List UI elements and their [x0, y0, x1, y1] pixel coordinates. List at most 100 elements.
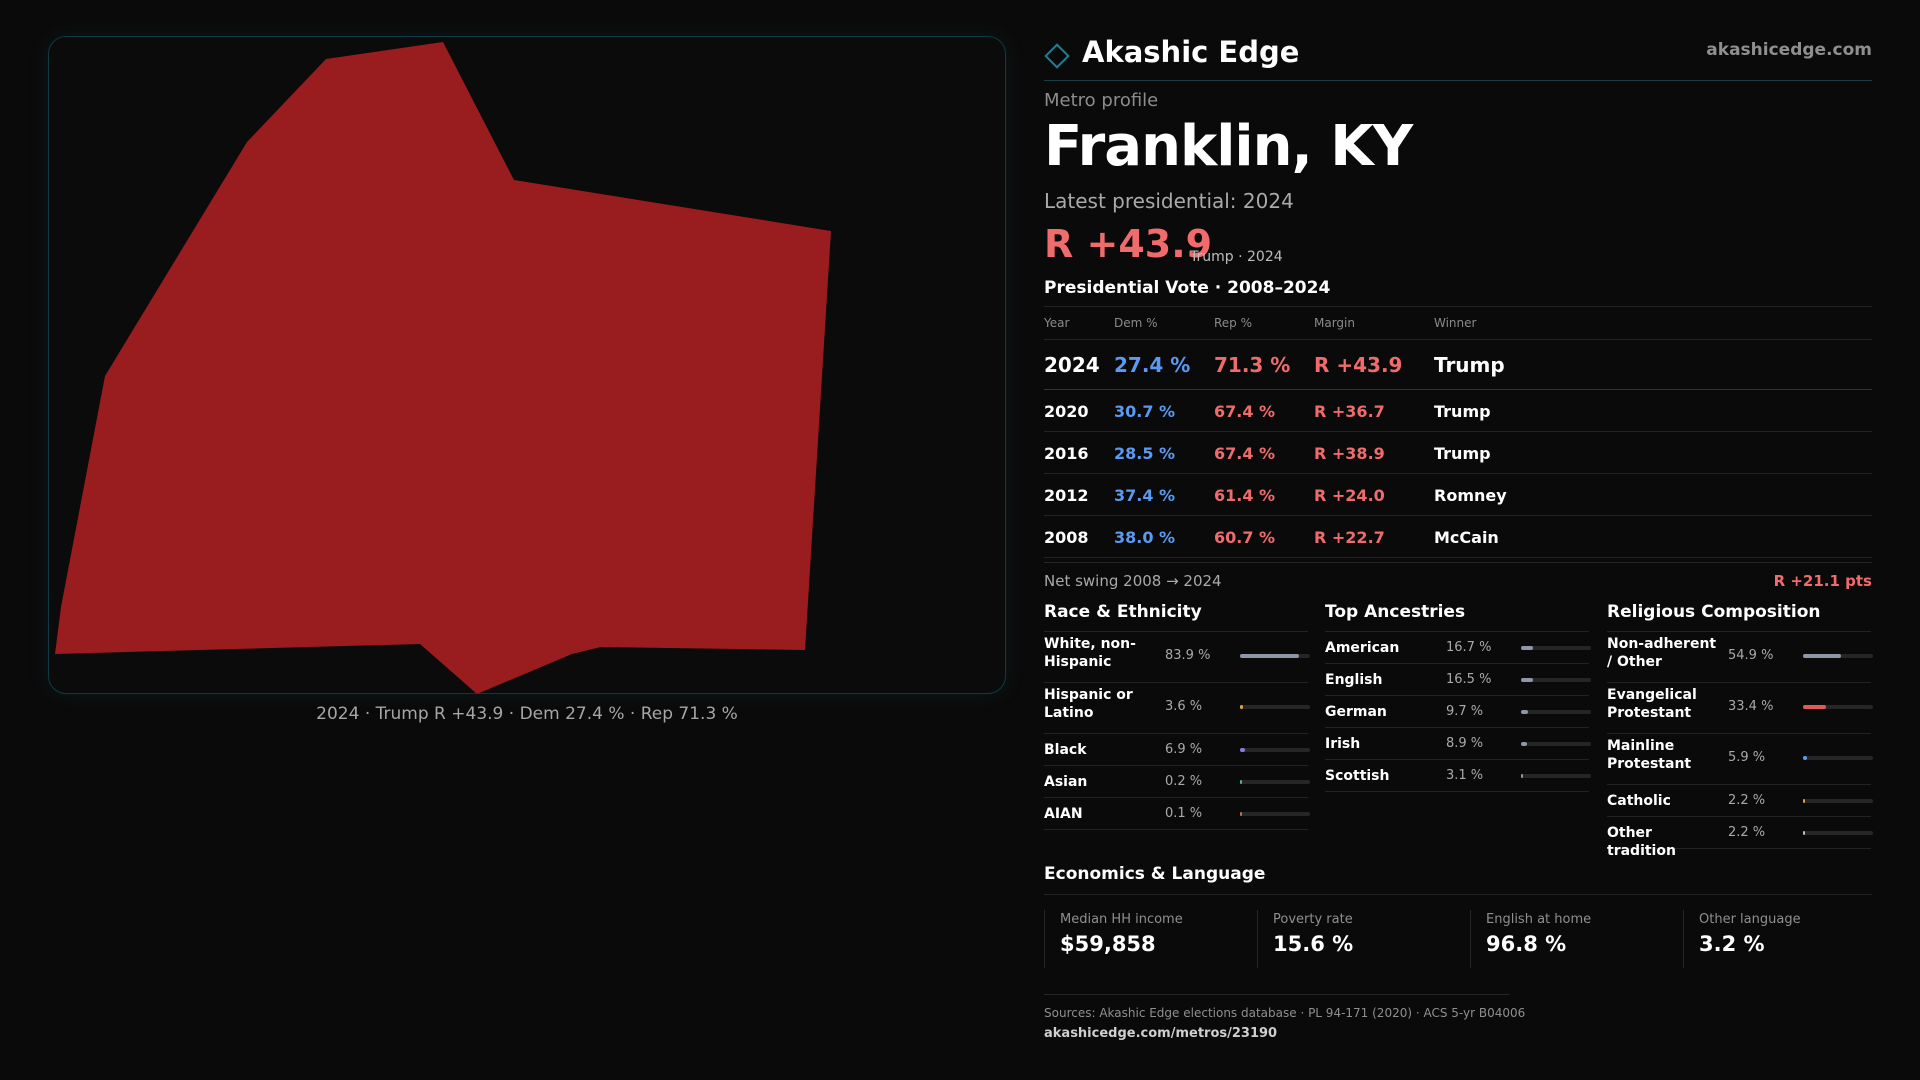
item-bar-fill — [1521, 678, 1533, 682]
stat-card: English at home 96.8 % — [1470, 910, 1660, 968]
item-label: Hispanic or Latino — [1044, 687, 1133, 721]
item-bar-fill — [1803, 831, 1805, 835]
list-item: Asian 0.2 % — [1044, 766, 1310, 798]
race-section: Race & Ethnicity White, non-Hispanic 83.… — [1044, 602, 1310, 830]
item-bar-fill — [1521, 774, 1523, 778]
list-item: White, non-Hispanic 83.9 % — [1044, 632, 1310, 683]
row-margin: R +24.0 — [1314, 486, 1385, 505]
row-winner: Trump — [1434, 444, 1491, 463]
row-rep: 67.4 % — [1214, 402, 1276, 421]
item-value: 54.9 % — [1728, 648, 1774, 663]
page-kicker: Metro profile — [1044, 90, 1159, 111]
list-item: Scottish 3.1 % — [1325, 760, 1591, 792]
economics-title: Economics & Language — [1044, 864, 1266, 884]
latest-margin: R +43.9 — [1044, 222, 1213, 266]
sources-note: Sources: Akashic Edge elections database… — [1044, 1006, 1526, 1020]
item-bar-fill — [1240, 780, 1242, 784]
item-value: 3.6 % — [1165, 699, 1203, 714]
item-value: 2.2 % — [1728, 825, 1766, 840]
row-winner: Romney — [1434, 486, 1507, 505]
item-value: 83.9 % — [1165, 648, 1211, 663]
item-label: AIAN — [1044, 806, 1083, 822]
county-map-svg — [55, 42, 831, 694]
item-value: 33.4 % — [1728, 699, 1774, 714]
item-bar-fill — [1240, 654, 1299, 658]
stat-card: Other language 3.2 % — [1683, 910, 1873, 968]
item-value: 16.5 % — [1446, 672, 1492, 687]
item-value: 5.9 % — [1728, 750, 1766, 765]
economics-divider — [1044, 894, 1872, 895]
list-item: German 9.7 % — [1325, 696, 1591, 728]
list-item: Catholic 2.2 % — [1607, 785, 1873, 817]
item-bar-fill — [1521, 646, 1533, 650]
item-label: English — [1325, 672, 1383, 688]
item-bar — [1803, 705, 1873, 709]
stat-label: English at home — [1486, 912, 1592, 927]
row-margin: R +22.7 — [1314, 528, 1385, 547]
county-shape[interactable] — [55, 42, 831, 694]
item-bar — [1803, 799, 1873, 803]
stat-label: Poverty rate — [1273, 912, 1353, 927]
ancestry-title: Top Ancestries — [1325, 602, 1589, 632]
stat-value: 15.6 % — [1273, 932, 1354, 956]
header-margin: Margin — [1314, 316, 1355, 330]
table-row: 2020 30.7 % 67.4 % R +36.7 Trump — [1044, 390, 1872, 432]
list-item: Non-adherent / Other 54.9 % — [1607, 632, 1873, 683]
item-bar — [1240, 780, 1310, 784]
row-rep: 67.4 % — [1214, 444, 1276, 463]
table-row: 2008 38.0 % 60.7 % R +22.7 McCain — [1044, 516, 1872, 558]
profile-panel: Akashic Edge akashicedge.com Metro profi… — [1044, 0, 1873, 1080]
table-row: 2016 28.5 % 67.4 % R +38.9 Trump — [1044, 432, 1872, 474]
item-value: 2.2 % — [1728, 793, 1766, 808]
map-caption: 2024 · Trump R +43.9 · Dem 27.4 % · Rep … — [316, 704, 738, 724]
swing-divider — [1044, 562, 1872, 563]
item-value: 0.1 % — [1165, 806, 1203, 821]
item-bar — [1521, 742, 1591, 746]
list-item: Evangelical Protestant 33.4 % — [1607, 683, 1873, 734]
item-label: Scottish — [1325, 768, 1390, 784]
item-value: 6.9 % — [1165, 742, 1203, 757]
item-bar-fill — [1803, 799, 1805, 803]
latest-sub: Trump · 2024 — [1190, 249, 1283, 265]
row-winner: McCain — [1434, 528, 1499, 547]
item-value: 9.7 % — [1446, 704, 1484, 719]
list-item: Other tradition 2.2 % — [1607, 817, 1873, 859]
item-label: Black — [1044, 742, 1087, 758]
stat-value: 3.2 % — [1699, 932, 1765, 956]
header-winner: Winner — [1434, 316, 1477, 330]
row-dem: 28.5 % — [1114, 444, 1176, 463]
item-bar-fill — [1521, 742, 1527, 746]
item-label: White, non-Hispanic — [1044, 636, 1136, 670]
item-label: Mainline Protestant — [1607, 738, 1692, 772]
item-bar — [1240, 748, 1310, 752]
item-value: 16.7 % — [1446, 640, 1492, 655]
brand[interactable]: Akashic Edge — [1044, 32, 1299, 72]
list-item: American 16.7 % — [1325, 632, 1591, 664]
row-dem: 37.4 % — [1114, 486, 1176, 505]
row-year: 2020 — [1044, 402, 1089, 421]
list-item: Hispanic or Latino 3.6 % — [1044, 683, 1310, 734]
item-bar-fill — [1521, 710, 1528, 714]
metro-url[interactable]: akashicedge.com/metros/23190 — [1044, 1026, 1278, 1041]
row-dem: 30.7 % — [1114, 402, 1176, 421]
row-year: 2012 — [1044, 486, 1089, 505]
item-bar — [1240, 812, 1310, 816]
vote-table: Year Dem % Rep % Margin Winner 2024 27.4… — [1044, 306, 1872, 558]
religion-section: Religious Composition Non-adherent / Oth… — [1607, 602, 1873, 859]
site-url[interactable]: akashicedge.com — [1706, 40, 1872, 60]
ancestry-section: Top Ancestries American 16.7 % English 1… — [1325, 602, 1591, 792]
latest-label: Latest presidential: 2024 — [1044, 189, 1294, 213]
item-bar — [1521, 678, 1591, 682]
row-margin: R +43.9 — [1314, 353, 1403, 377]
item-label: Irish — [1325, 736, 1361, 752]
item-value: 0.2 % — [1165, 774, 1203, 789]
stat-value: 96.8 % — [1486, 932, 1567, 956]
vote-table-title: Presidential Vote · 2008–2024 — [1044, 278, 1331, 298]
stat-value: $59,858 — [1060, 932, 1156, 956]
item-bar — [1803, 756, 1873, 760]
swing-label: Net swing 2008 → 2024 — [1044, 572, 1222, 590]
page-title: Franklin, KY — [1044, 114, 1413, 179]
header-rep: Rep % — [1214, 316, 1253, 330]
row-year: 2008 — [1044, 528, 1089, 547]
brand-name: Akashic Edge — [1082, 35, 1300, 69]
